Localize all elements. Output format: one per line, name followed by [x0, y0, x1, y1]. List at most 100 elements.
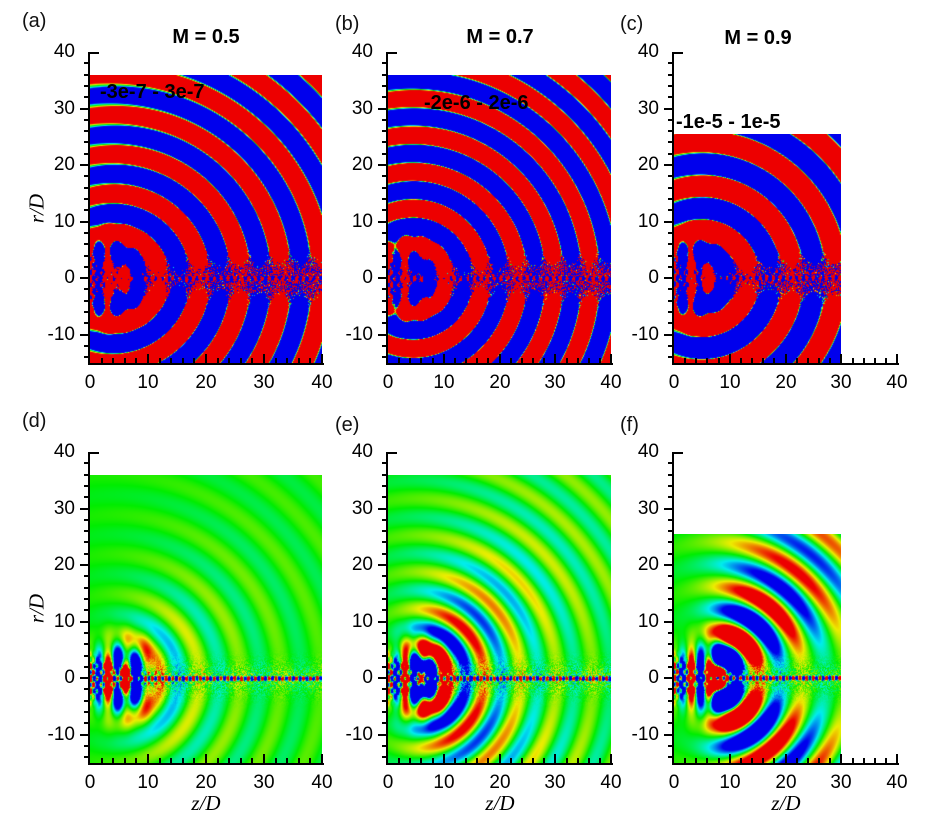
x-tick: [286, 758, 288, 763]
y-tick: [80, 108, 88, 110]
x-tick: [885, 758, 887, 763]
y-tick-label: 0: [648, 667, 659, 688]
x-tick: [228, 758, 230, 763]
x-tick-label: 40: [311, 772, 333, 793]
y-tick-label: 10: [53, 211, 75, 232]
panel-letter: (c): [620, 13, 644, 35]
y-tick: [84, 541, 88, 543]
y-tick: [84, 519, 88, 521]
panel-letter: (b): [335, 13, 360, 35]
x-tick: [487, 358, 489, 363]
x-tick: [588, 758, 590, 763]
x-axis: [674, 763, 899, 765]
y-tick: [84, 655, 88, 657]
y-tick: [84, 587, 88, 589]
y-tick: [664, 334, 672, 336]
y-tick-label: 20: [637, 154, 659, 175]
y-tick: [664, 108, 672, 110]
x-tick: [217, 358, 219, 363]
x-tick-label: 0: [668, 772, 680, 793]
x-axis: [388, 763, 613, 765]
x-tick: [205, 354, 207, 363]
y-tick-label: -10: [631, 724, 659, 745]
y-tick: [668, 209, 672, 211]
x-tick: [193, 758, 195, 763]
contour-field-canvas: [90, 75, 322, 363]
y-tick: [382, 74, 386, 76]
x-tick: [298, 758, 300, 763]
y-tick-label: 0: [362, 667, 373, 688]
x-tick: [275, 358, 277, 363]
y-axis: [88, 52, 90, 365]
x-tick: [147, 754, 149, 763]
y-tick: [378, 277, 386, 279]
y-tick: [382, 609, 386, 611]
x-tick: [599, 758, 601, 763]
contour-range-label: -1e-5 - 1e-5: [676, 111, 781, 133]
contour-range-label: -3e-7 - 3e-7: [100, 81, 205, 103]
y-tick: [80, 277, 88, 279]
y-tick-label: 0: [362, 267, 373, 288]
x-tick-label: 40: [886, 772, 908, 793]
x-tick: [454, 758, 456, 763]
y-tick: [84, 130, 88, 132]
y-tick: [84, 96, 88, 98]
y-tick-label: -10: [631, 324, 659, 345]
y-tick: [382, 198, 386, 200]
x-tick-label: 30: [830, 772, 852, 793]
x-tick-label: 40: [600, 772, 622, 793]
y-tick: [84, 232, 88, 234]
x-tick: [298, 358, 300, 363]
y-tick: [382, 345, 386, 347]
y-tick: [382, 288, 386, 290]
x-tick: [409, 358, 411, 363]
y-tick: [664, 221, 672, 223]
y-tick: [90, 52, 99, 54]
y-tick: [668, 356, 672, 358]
y-tick: [84, 711, 88, 713]
y-tick: [84, 198, 88, 200]
y-tick: [668, 496, 672, 498]
y-tick: [668, 243, 672, 245]
y-tick: [668, 598, 672, 600]
y-tick: [382, 175, 386, 177]
y-tick: [84, 209, 88, 211]
x-tick-label: 30: [830, 372, 852, 393]
y-tick: [382, 322, 386, 324]
y-tick: [84, 322, 88, 324]
x-tick-label: 20: [195, 772, 217, 793]
y-tick-label: 0: [648, 267, 659, 288]
y-tick: [668, 153, 672, 155]
y-tick: [378, 677, 386, 679]
x-tick: [599, 358, 601, 363]
x-tick: [818, 758, 820, 763]
x-tick: [773, 358, 775, 363]
y-tick-label: 30: [637, 498, 659, 519]
y-tick: [382, 756, 386, 758]
x-tick: [398, 358, 400, 363]
y-tick: [382, 541, 386, 543]
y-tick: [382, 553, 386, 555]
y-tick: [668, 474, 672, 476]
y-tick: [382, 232, 386, 234]
x-tick: [521, 758, 523, 763]
y-tick: [668, 722, 672, 724]
panel-letter: (e): [335, 414, 360, 436]
y-tick: [382, 519, 386, 521]
y-tick: [668, 311, 672, 313]
y-tick: [382, 462, 386, 464]
y-tick-label: 0: [64, 267, 75, 288]
x-tick-label: 10: [719, 372, 741, 393]
x-tick: [818, 358, 820, 363]
x-tick: [718, 758, 720, 763]
y-tick: [382, 745, 386, 747]
x-tick: [499, 354, 501, 363]
x-tick-label: 10: [137, 372, 159, 393]
x-tick: [610, 754, 612, 763]
y-tick-label: 10: [53, 611, 75, 632]
y-tick: [80, 621, 88, 623]
y-tick: [664, 277, 672, 279]
panel-letter: (a): [22, 10, 47, 32]
